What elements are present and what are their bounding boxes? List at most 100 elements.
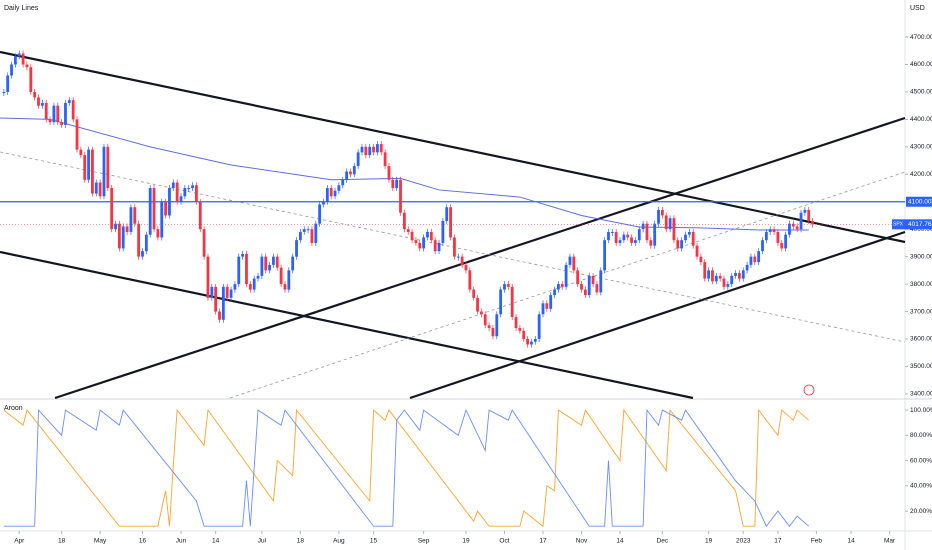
candle (368, 146, 372, 156)
candle (761, 240, 764, 252)
candle (298, 231, 302, 241)
candle (395, 179, 399, 189)
candle (738, 273, 741, 279)
candle (264, 256, 268, 271)
candle (684, 234, 687, 241)
candle (360, 146, 364, 153)
y-tick-label: 3600.00 (910, 336, 932, 343)
y-tick-label: 4400.00 (910, 116, 932, 123)
candle (645, 223, 649, 241)
candle (229, 289, 233, 298)
x-tick-label: 16 (139, 538, 147, 545)
x-tick-label: 14 (212, 538, 220, 545)
candle (533, 338, 537, 342)
candle (349, 171, 352, 175)
candle (322, 201, 325, 205)
aroon-line (3, 408, 810, 528)
candle (175, 182, 179, 202)
candle (83, 155, 87, 180)
candle (541, 303, 545, 315)
candle (618, 240, 622, 243)
candle (152, 188, 156, 230)
x-tick-label: 14 (616, 538, 624, 545)
y-tick-label: 100.00% (910, 407, 932, 414)
candle (376, 144, 379, 153)
candle (560, 284, 564, 287)
candle (614, 231, 618, 243)
candle (260, 256, 264, 276)
candle (314, 223, 318, 243)
candle (98, 182, 102, 197)
currency-label: USD (910, 5, 925, 12)
candle (522, 330, 526, 339)
candle (653, 223, 657, 246)
candle (772, 229, 776, 232)
candle (464, 264, 468, 271)
candle (164, 201, 167, 216)
symbol-badge (892, 219, 906, 230)
candle (94, 182, 98, 194)
candle (133, 207, 137, 224)
trendline (0, 250, 694, 400)
candle (383, 152, 387, 167)
trendline (0, 50, 906, 244)
x-tick-label: Oct (499, 538, 509, 545)
candle (807, 209, 811, 221)
y-tick-label: 3800.00 (910, 281, 932, 288)
candle (557, 284, 560, 290)
candle (37, 97, 40, 106)
candle (634, 240, 637, 243)
candle (279, 267, 283, 285)
candle (71, 100, 75, 120)
candle (406, 229, 410, 232)
candle (333, 190, 337, 197)
y-tick-label: 80.00% (910, 432, 932, 439)
candle (422, 237, 426, 249)
candle (379, 144, 383, 153)
y-tick-label: 4700.00 (910, 34, 932, 41)
indicator-title: Aroon (4, 405, 23, 412)
candle (811, 220, 814, 225)
y-tick-label: 3500.00 (910, 363, 932, 370)
candle (564, 264, 568, 287)
candle (718, 275, 722, 279)
x-tick-label: Aug (333, 538, 345, 545)
candle (580, 284, 583, 290)
candle (241, 253, 245, 257)
candle (703, 262, 707, 279)
candle (587, 275, 591, 296)
candle (295, 240, 298, 257)
candle (195, 185, 198, 202)
y-tick-label: 3700.00 (910, 308, 932, 315)
candle (129, 207, 133, 232)
candle (630, 237, 633, 243)
candle (345, 171, 348, 180)
moving-average (0, 117, 809, 231)
candle (221, 286, 225, 320)
candle (495, 314, 499, 337)
candle (121, 226, 125, 249)
candle (233, 284, 237, 290)
x-tick-label: Jun (176, 538, 187, 545)
candle (791, 223, 795, 227)
candle (599, 270, 603, 293)
candle (67, 100, 71, 103)
event-icon[interactable] (803, 384, 815, 396)
level-label: 4100.00 (908, 198, 932, 205)
candle (499, 289, 503, 315)
candle (148, 188, 152, 235)
candle (268, 264, 271, 271)
x-tick-label: Sep (418, 538, 430, 545)
candle (637, 229, 641, 241)
candle (603, 240, 607, 271)
candle (691, 231, 695, 246)
candle (214, 286, 218, 312)
candle (160, 201, 164, 238)
candle (799, 212, 803, 230)
candle (472, 289, 476, 298)
candle (749, 256, 753, 265)
candle (795, 226, 799, 230)
candle (125, 226, 129, 232)
candle (803, 209, 807, 213)
